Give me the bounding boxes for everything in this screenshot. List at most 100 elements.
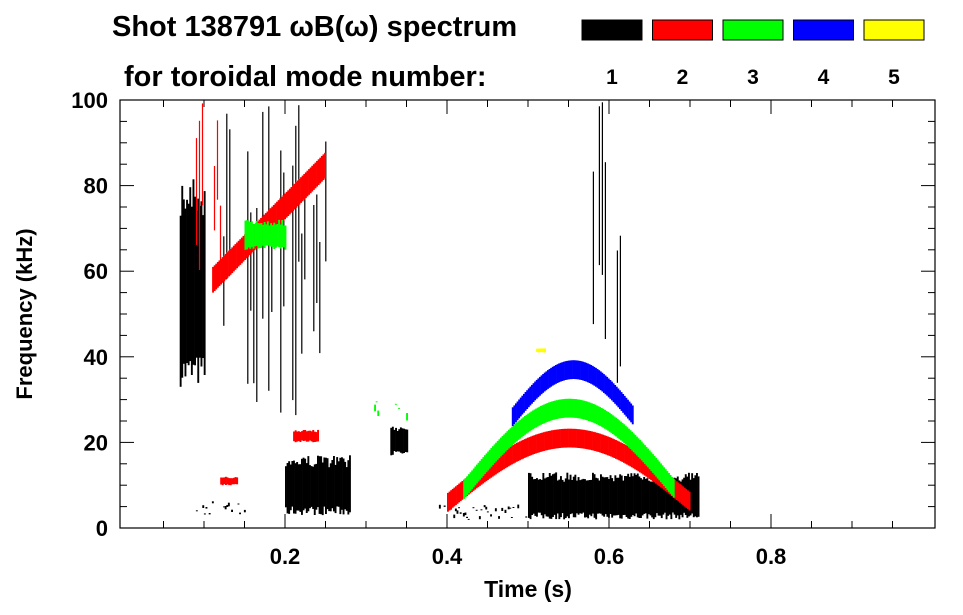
spectral-mark (303, 174, 306, 200)
spectral-mark (498, 516, 500, 519)
spectral-mark (548, 473, 551, 519)
spectral-mark (582, 361, 585, 381)
spectral-mark (454, 508, 457, 512)
spectral-mark (598, 106, 600, 266)
spectral-mark (524, 416, 526, 435)
spectral-mark (519, 419, 522, 439)
spectral-mark (623, 395, 626, 415)
spectral-mark (550, 367, 553, 387)
spectral-mark (627, 399, 629, 419)
spectral-mark (516, 422, 518, 442)
spectral-mark (577, 477, 580, 515)
spectral-mark (231, 509, 233, 512)
spectral-mark (603, 435, 606, 455)
spectral-mark (563, 428, 566, 448)
spectral-mark (574, 360, 577, 380)
spectral-mark (322, 154, 325, 181)
spectral-mark (509, 507, 512, 509)
spectral-mark (223, 506, 225, 508)
spectral-mark (586, 401, 589, 421)
spectral-mark (487, 451, 490, 471)
spectral-mark (610, 437, 613, 457)
spectral-mark (268, 209, 270, 236)
spectral-mark (599, 407, 602, 426)
spectral-mark (490, 448, 493, 467)
spectral-mark (456, 485, 459, 504)
spectral-mark (456, 510, 459, 514)
spectral-mark (254, 223, 256, 247)
spectral-mark (587, 480, 590, 519)
spectral-mark (525, 438, 528, 458)
spectral-mark (471, 470, 474, 490)
spectral-mark (485, 453, 488, 473)
spectral-mark (293, 460, 295, 514)
spectral-mark (513, 405, 516, 425)
spectral-mark (598, 370, 601, 389)
spectral-mark (539, 376, 541, 396)
spectral-mark (293, 431, 295, 442)
spectral-mark (213, 265, 216, 291)
spectral-mark (567, 398, 570, 418)
spectral-mark (341, 457, 343, 510)
spectral-mark (659, 479, 662, 516)
y-tick-label: 40 (84, 345, 108, 370)
spectral-mark (597, 406, 600, 426)
spectral-mark (594, 404, 597, 424)
spectral-mark (564, 478, 567, 518)
spectral-mark (691, 473, 694, 514)
spectral-mark (298, 178, 301, 205)
spectral-mark (228, 478, 231, 486)
spectral-mark (201, 103, 204, 206)
spectral-mark (296, 431, 299, 442)
spectral-mark (317, 455, 319, 508)
spectral-mark (225, 476, 227, 485)
spectral-mark (484, 455, 486, 474)
spectral-mark (648, 480, 650, 515)
spectral-mark (504, 449, 507, 469)
spectral-mark (622, 480, 625, 515)
spectral-mark (595, 367, 597, 387)
spectral-mark (602, 434, 605, 454)
spectral-mark (262, 224, 264, 246)
spectral-mark (616, 440, 619, 460)
spectral-mark (202, 505, 205, 508)
spectral-mark (576, 480, 578, 514)
spectral-mark (472, 507, 475, 509)
spectral-mark (398, 429, 401, 452)
spectral-mark (578, 399, 581, 419)
spectral-mark (181, 185, 184, 378)
spectral-mark (325, 141, 327, 262)
spectral-mark (679, 483, 681, 503)
spectral-mark (507, 506, 510, 510)
spectral-mark (697, 476, 700, 517)
spectral-mark (308, 169, 310, 195)
spectral-mark (528, 437, 531, 456)
spectral-mark (263, 222, 266, 248)
spectral-mark (618, 420, 621, 440)
spectral-mark (651, 481, 654, 518)
spectral-mark (290, 187, 293, 213)
spectral-mark (580, 479, 583, 514)
spectral-mark (575, 399, 578, 418)
spectral-mark (212, 266, 214, 293)
spectral-mark (592, 404, 595, 423)
spectral-mark (628, 401, 631, 421)
spectral-mark (301, 175, 304, 202)
spectral-mark (633, 473, 636, 517)
spectral-mark (406, 413, 408, 421)
spectral-mark (585, 480, 588, 518)
spectral-mark (561, 362, 564, 381)
spectral-mark (644, 478, 647, 514)
spectral-mark (531, 384, 533, 404)
legend-swatch-2 (652, 19, 713, 41)
spectral-mark (601, 476, 604, 516)
spectral-mark (504, 432, 507, 452)
spectral-mark (568, 428, 571, 448)
spectral-mark (304, 175, 306, 280)
spectral-mark (292, 165, 294, 401)
spectral-mark (476, 464, 478, 484)
spectral-mark (668, 478, 671, 515)
spectral-mark (520, 440, 523, 460)
spectral-mark (630, 473, 633, 517)
spectral-mark (256, 208, 258, 402)
